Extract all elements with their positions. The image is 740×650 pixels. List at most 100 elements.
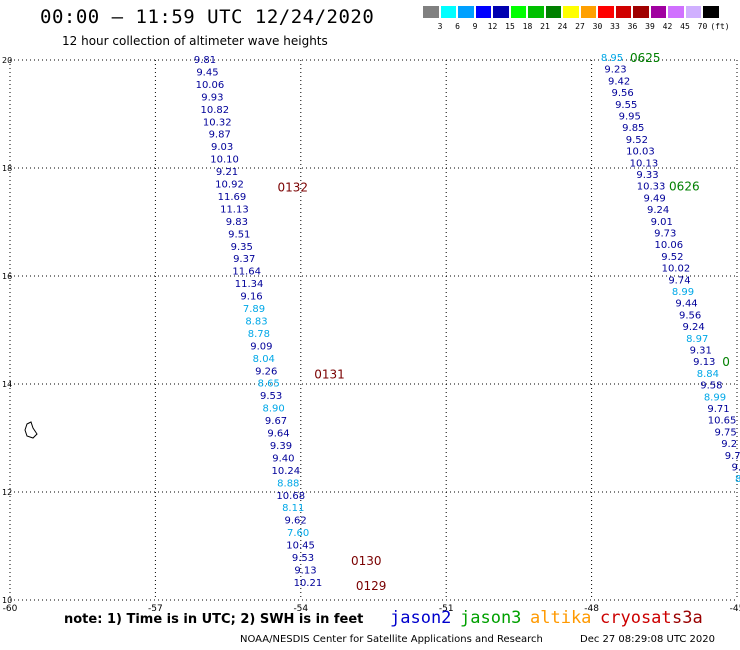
lat-tick-label: 12	[2, 488, 12, 497]
color-scale-label: 39	[645, 22, 655, 31]
east-track-value: 9.01	[651, 217, 673, 228]
east-track-value: 9.74	[668, 275, 690, 286]
west-track-value: 10.82	[200, 105, 229, 116]
west-track-value: 7.89	[243, 304, 265, 315]
east-track-value: 9.2	[721, 439, 737, 450]
color-scale-label: 45	[680, 22, 690, 31]
west-track-value: 10.45	[286, 541, 315, 552]
east-track-value: 9.52	[661, 252, 683, 263]
color-swatch	[544, 5, 562, 19]
east-track-value: 10.65	[708, 416, 737, 427]
west-track-value: 7.60	[287, 528, 309, 539]
east-track-value: 9.56	[612, 88, 634, 99]
note-text: note: 1) Time is in UTC; 2) SWH is in fe…	[64, 612, 364, 627]
color-swatches	[422, 5, 720, 19]
west-track-value: 11.69	[218, 192, 247, 203]
east-track-value: 9.71	[707, 404, 729, 415]
east-track-value: 9.24	[683, 322, 705, 333]
color-scale-label: 36	[627, 22, 638, 31]
west-track-value: 8.90	[262, 404, 284, 415]
west-track-time: 0129	[356, 579, 387, 593]
west-track-value: 9.40	[272, 453, 294, 464]
west-track-value: 9.45	[196, 67, 218, 78]
west-track-value: 10.92	[215, 180, 244, 191]
color-swatch	[649, 5, 667, 19]
color-scale-label: 18	[522, 22, 533, 31]
east-track-value: 9.23	[604, 65, 626, 76]
east-track-value: 9.49	[643, 193, 665, 204]
lon-tick-label: -48	[584, 604, 599, 614]
credit-text: NOAA/NESDIS Center for Satellite Applica…	[240, 634, 543, 645]
west-track-value: 10.68	[276, 491, 305, 502]
east-track-value: 9.	[731, 463, 740, 474]
lon-tick-label: -60	[3, 604, 18, 614]
lon-tick-label: -57	[148, 604, 163, 614]
west-track-value: 8.88	[277, 478, 299, 489]
color-swatch	[632, 5, 650, 19]
east-track-value: 10.33	[637, 182, 666, 193]
color-swatch	[439, 5, 457, 19]
lon-tick-label: -45	[730, 604, 740, 614]
east-track-value: 8.84	[697, 369, 719, 380]
east-track-value: 8.95	[601, 53, 623, 64]
legend-s3a: s3a	[672, 608, 703, 628]
color-scale	[422, 5, 720, 19]
color-scale-label: 30	[592, 22, 603, 31]
color-scale-label: 70	[697, 22, 708, 31]
east-track-value: 10.13	[630, 158, 659, 169]
legend-jason2: jason2	[390, 608, 452, 628]
legend-altika: altika	[530, 608, 592, 628]
west-track-value: 9.37	[233, 254, 255, 265]
west-track-time: 0132	[278, 181, 309, 195]
west-track-value: 10.21	[294, 578, 323, 589]
east-track-value: 8.99	[704, 392, 726, 403]
west-track-value: 8.78	[248, 329, 270, 340]
color-scale-label: 12	[487, 22, 498, 31]
lat-tick-label: 10	[2, 596, 12, 605]
color-scale-label: 24	[557, 22, 568, 31]
east-track-time: 0	[722, 355, 730, 369]
color-scale-label: 9	[472, 22, 478, 31]
color-scale-label: (ft)	[710, 22, 730, 31]
west-track-value: 9.83	[226, 217, 248, 228]
color-swatch	[597, 5, 615, 19]
color-scale-label: 6	[455, 22, 460, 31]
east-track-value: 9.58	[700, 381, 722, 392]
color-swatch	[614, 5, 632, 19]
island-outline	[24, 421, 38, 439]
color-scale-label: 3	[437, 22, 443, 31]
color-swatch	[667, 5, 685, 19]
west-track-value: 9.51	[228, 229, 250, 240]
west-track-value: 8.04	[253, 354, 275, 365]
west-track-value: 10.06	[196, 80, 225, 91]
timestamp-text: Dec 27 08:29:08 UTC 2020	[580, 634, 715, 645]
west-track-value: 9.87	[209, 130, 231, 141]
east-track-value: 9.33	[636, 170, 658, 181]
east-track-value: 9.56	[679, 310, 701, 321]
west-track-value: 10.32	[203, 117, 232, 128]
west-track-value: 11.64	[232, 267, 261, 278]
legend-jason3: jason3	[460, 608, 522, 628]
color-scale-label: 27	[575, 22, 585, 31]
west-track-value: 11.13	[220, 204, 249, 215]
lat-tick-label: 14	[2, 380, 12, 389]
color-swatch	[492, 5, 510, 19]
lat-tick-label: 16	[2, 272, 12, 281]
west-track-value: 9.39	[270, 441, 292, 452]
lat-tick-label: 18	[2, 164, 12, 173]
lat-tick-label: 20	[2, 56, 12, 65]
west-track-value: 11.34	[235, 279, 264, 290]
west-track-value: 9.26	[255, 366, 277, 377]
color-scale-label: 42	[662, 22, 673, 31]
color-swatch	[684, 5, 702, 19]
color-swatch	[702, 5, 720, 19]
east-track-value: 9.85	[622, 123, 644, 134]
west-track-value: 9.03	[211, 142, 233, 153]
east-track-value: 10.06	[654, 240, 683, 251]
east-track-value: 9.13	[693, 357, 715, 368]
east-track-value: 10.03	[626, 147, 655, 158]
east-track-time: 0626	[669, 180, 700, 194]
color-scale-label: 33	[610, 22, 620, 31]
color-swatch	[422, 5, 440, 19]
